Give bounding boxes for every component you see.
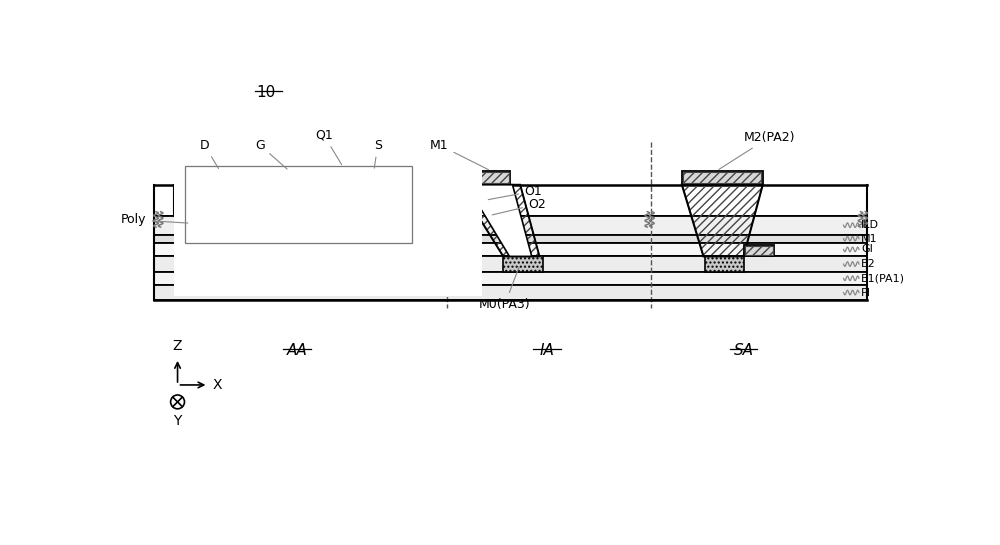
Bar [154, 235, 867, 243]
Text: G: G [255, 138, 287, 169]
Bar [174, 185, 451, 216]
Text: Q1: Q1 [315, 129, 342, 165]
Bar [201, 172, 241, 183]
Text: ILD: ILD [861, 220, 879, 230]
Bar [154, 272, 867, 285]
Text: Y: Y [173, 414, 182, 428]
Text: PI: PI [861, 288, 871, 298]
Bar [154, 243, 867, 256]
Text: B1(PA1): B1(PA1) [861, 273, 905, 283]
Circle shape [171, 395, 184, 409]
Bar [201, 188, 238, 196]
Bar [353, 171, 397, 185]
Bar [199, 216, 239, 229]
Text: Z: Z [173, 338, 182, 353]
Bar [174, 142, 482, 296]
Text: M1: M1 [861, 234, 878, 244]
Bar [705, 256, 744, 272]
Bar [683, 172, 761, 183]
Text: S: S [374, 138, 382, 168]
Bar [268, 232, 329, 246]
Text: SA: SA [734, 343, 754, 358]
Text: IA: IA [540, 343, 555, 358]
Bar [266, 216, 324, 229]
Bar [744, 245, 774, 256]
Bar [355, 172, 395, 183]
Bar [154, 216, 867, 235]
Bar [353, 216, 397, 229]
Text: 10: 10 [256, 84, 276, 100]
Bar [745, 246, 773, 255]
Text: D: D [200, 138, 218, 168]
Text: M0(PA3): M0(PA3) [479, 267, 531, 311]
Text: GI: GI [861, 244, 873, 255]
Bar [360, 188, 399, 196]
Text: B2: B2 [861, 259, 876, 269]
Bar [154, 256, 867, 272]
Bar [358, 186, 401, 198]
Bar [154, 216, 867, 235]
Text: AA: AA [287, 343, 307, 358]
Bar [199, 216, 243, 229]
Bar [154, 243, 867, 256]
Text: O1: O1 [488, 185, 542, 199]
Bar [154, 272, 867, 285]
Bar [154, 285, 867, 300]
Bar [476, 171, 510, 185]
Bar [185, 166, 412, 243]
Text: X: X [213, 378, 222, 392]
Polygon shape [466, 185, 532, 256]
Bar [199, 171, 243, 185]
Bar [154, 235, 867, 243]
Text: O2: O2 [492, 198, 546, 215]
Text: M1: M1 [430, 138, 488, 169]
Text: Poly: Poly [121, 213, 188, 226]
Bar [682, 171, 763, 185]
Bar [189, 216, 443, 229]
Text: M2(PA2): M2(PA2) [719, 131, 795, 169]
Bar [199, 186, 239, 198]
Bar [201, 217, 238, 227]
Bar [189, 223, 443, 237]
Bar [268, 217, 322, 227]
Bar [503, 256, 543, 272]
Bar [174, 198, 466, 216]
Bar [154, 285, 867, 300]
Bar [154, 256, 867, 272]
Bar [266, 229, 332, 249]
Bar [477, 172, 509, 183]
